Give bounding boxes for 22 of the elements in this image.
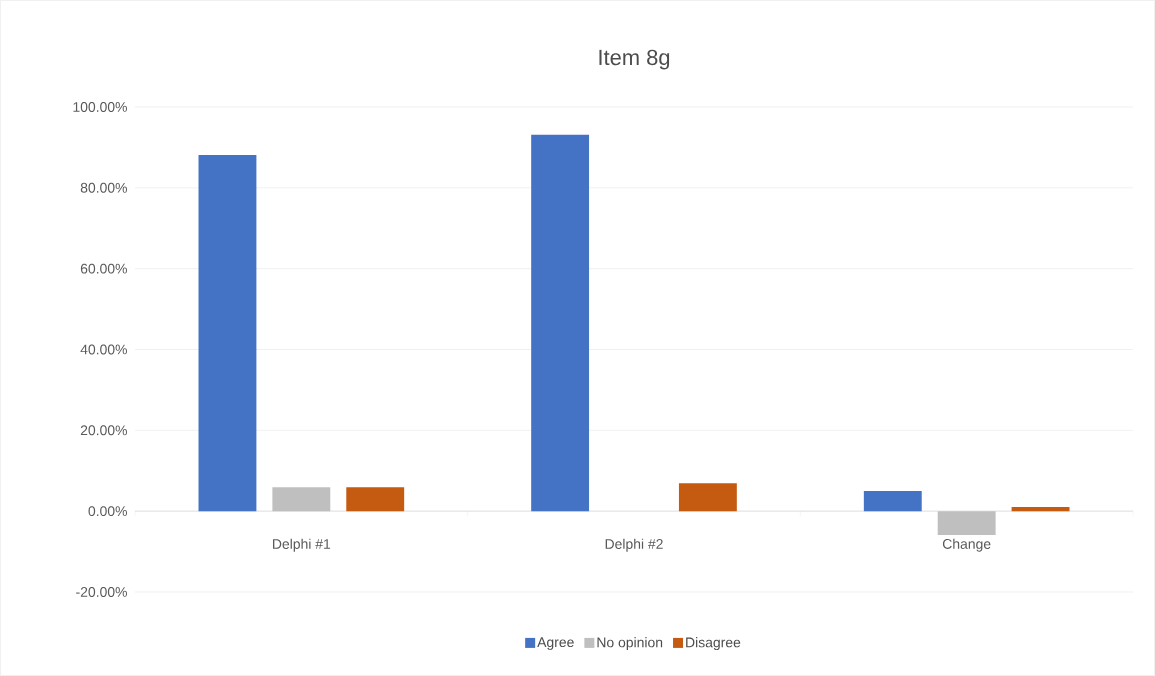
chart-title: Item 8g [599,49,670,70]
bar [198,155,257,512]
bar [531,134,590,512]
legend-label: Disagree [686,637,741,651]
bar [678,483,737,512]
bar [937,511,996,535]
legend-label: No opinion [597,637,663,651]
y-tick-label: 80.00% [80,182,127,193]
bar [863,490,922,512]
x-tick-label: Delphi #2 [605,538,663,552]
y-tick-label: -20.00% [76,587,127,597]
y-tick-label: 100.00% [73,102,127,112]
bar [346,487,405,512]
legend-label: Agree [537,637,574,650]
bar [272,487,331,512]
y-tick-label: 60.00% [80,263,127,274]
y-tick-label: 40.00% [80,344,127,355]
x-tick-label: Change [942,538,991,552]
y-tick-label: 0.00% [88,506,127,517]
y-tick-label: 20.00% [80,425,127,436]
bar [1011,507,1070,512]
x-tick-label: Delphi #1 [273,538,331,552]
